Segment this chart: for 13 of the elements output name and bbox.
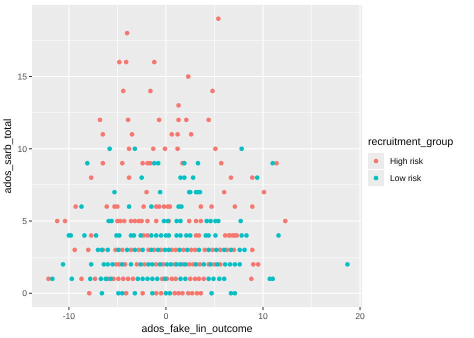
x-tick-label: 0 [164,311,169,321]
legend-label: Low risk [390,172,422,183]
y-tick-label: 10 [18,144,28,154]
legend-label: High risk [390,156,424,166]
x-axis-title: ados_fake_lin_outcome [142,323,253,335]
legend-title: recruitment_group [368,136,454,148]
x-tick-label: -10 [62,311,76,321]
y-tick-label: 15 [18,72,28,82]
y-tick-label: 0 [22,288,28,298]
y-axis-title: ados_sarb_total [2,118,14,194]
x-tick-label: 20 [355,311,366,321]
x-tick-label: 10 [258,311,268,321]
y-tick-label: 5 [22,216,28,226]
